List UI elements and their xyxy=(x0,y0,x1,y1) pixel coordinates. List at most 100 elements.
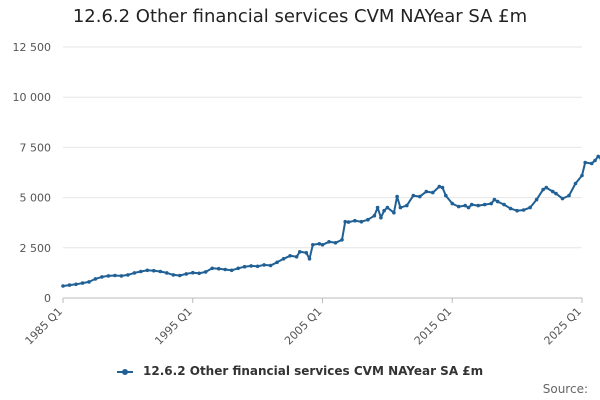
data-point[interactable] xyxy=(567,193,571,198)
data-point[interactable] xyxy=(508,206,513,211)
data-point[interactable] xyxy=(346,220,351,224)
data-point[interactable] xyxy=(67,283,72,287)
data-point[interactable] xyxy=(281,257,286,261)
data-point[interactable] xyxy=(317,242,322,246)
data-point[interactable] xyxy=(560,196,565,201)
data-point[interactable] xyxy=(74,282,78,287)
data-point[interactable] xyxy=(375,205,380,210)
data-point[interactable] xyxy=(466,205,471,210)
data-point[interactable] xyxy=(353,218,357,223)
data-point[interactable] xyxy=(61,284,65,288)
data-point[interactable] xyxy=(489,201,494,206)
data-point[interactable] xyxy=(431,190,435,195)
data-point[interactable] xyxy=(203,270,208,274)
data-point[interactable] xyxy=(236,266,240,271)
data-point[interactable] xyxy=(589,161,594,166)
data-point[interactable] xyxy=(126,273,130,277)
data-point[interactable] xyxy=(551,189,555,194)
data-point[interactable] xyxy=(275,260,279,265)
data-point[interactable] xyxy=(583,160,587,165)
data-point[interactable] xyxy=(424,189,429,194)
data-point[interactable] xyxy=(495,199,500,204)
data-point[interactable] xyxy=(119,274,124,278)
data-point[interactable] xyxy=(197,271,201,276)
data-point[interactable] xyxy=(288,254,292,258)
data-point[interactable] xyxy=(113,273,117,278)
data-point[interactable] xyxy=(541,187,545,192)
data-point[interactable] xyxy=(405,203,409,208)
data-point[interactable] xyxy=(145,268,150,273)
data-point[interactable] xyxy=(395,194,399,199)
data-point[interactable] xyxy=(469,202,474,207)
data-point[interactable] xyxy=(372,213,377,218)
data-point[interactable] xyxy=(366,217,370,222)
data-point[interactable] xyxy=(463,203,468,208)
data-point[interactable] xyxy=(392,210,396,215)
data-point[interactable] xyxy=(139,269,143,274)
data-point[interactable] xyxy=(482,202,487,207)
data-point[interactable] xyxy=(171,273,176,277)
data-point[interactable] xyxy=(210,266,214,271)
data-point[interactable] xyxy=(165,271,169,275)
data-point[interactable] xyxy=(216,266,221,271)
data-point[interactable] xyxy=(398,205,403,210)
data-point[interactable] xyxy=(100,275,104,279)
data-point[interactable] xyxy=(184,272,189,276)
axes: 0 2 500 5 000 7 500 10 000 12 500 1985 Q1 1995 … xyxy=(13,41,585,347)
data-point[interactable] xyxy=(152,268,156,273)
data-point[interactable] xyxy=(379,215,383,220)
data-point[interactable] xyxy=(320,243,325,247)
data-point[interactable] xyxy=(223,267,227,272)
data-point[interactable] xyxy=(382,208,386,213)
data-point[interactable] xyxy=(80,281,85,285)
data-point[interactable] xyxy=(304,251,309,255)
data-point[interactable] xyxy=(106,274,111,278)
data-point[interactable] xyxy=(158,269,163,274)
data-point[interactable] xyxy=(596,154,600,159)
data-point[interactable] xyxy=(456,204,461,209)
data-point[interactable] xyxy=(521,208,526,212)
data-point[interactable] xyxy=(411,193,416,198)
data-point[interactable] xyxy=(191,270,195,275)
data-point[interactable] xyxy=(440,185,445,190)
series-line xyxy=(62,155,600,287)
data-point[interactable] xyxy=(502,202,506,207)
data-point[interactable] xyxy=(87,280,91,284)
data-point[interactable] xyxy=(544,185,549,190)
data-point[interactable] xyxy=(385,205,390,210)
data-point[interactable] xyxy=(311,243,315,247)
data-point[interactable] xyxy=(554,191,558,196)
data-point[interactable] xyxy=(476,203,481,208)
data-point[interactable] xyxy=(298,250,302,254)
data-point[interactable] xyxy=(333,241,338,245)
data-point[interactable] xyxy=(178,273,182,278)
data-point[interactable] xyxy=(534,197,539,202)
data-point[interactable] xyxy=(437,184,442,189)
data-point[interactable] xyxy=(343,219,348,224)
x-tick-label: 1995 Q1 xyxy=(152,305,195,348)
data-point[interactable] xyxy=(492,197,497,202)
data-point[interactable] xyxy=(249,264,253,268)
data-point[interactable] xyxy=(593,158,597,163)
data-point[interactable] xyxy=(340,238,344,242)
data-point[interactable] xyxy=(515,208,519,213)
data-point[interactable] xyxy=(307,257,312,261)
data-point[interactable] xyxy=(444,193,448,198)
data-point[interactable] xyxy=(327,240,331,244)
data-point[interactable] xyxy=(93,277,98,281)
data-point[interactable] xyxy=(359,219,364,224)
data-point[interactable] xyxy=(580,173,584,178)
data-point[interactable] xyxy=(262,263,266,267)
data-point[interactable] xyxy=(255,264,260,269)
data-point[interactable] xyxy=(418,194,422,199)
legend[interactable]: 12.6.2 Other financial services CVM NAYe… xyxy=(0,364,600,378)
data-point[interactable] xyxy=(268,263,273,268)
data-point[interactable] xyxy=(528,205,532,210)
data-point[interactable] xyxy=(573,181,578,186)
data-point[interactable] xyxy=(132,271,137,275)
data-point[interactable] xyxy=(450,201,455,206)
data-point[interactable] xyxy=(294,254,299,259)
data-point[interactable] xyxy=(229,268,234,273)
data-point[interactable] xyxy=(242,264,247,269)
